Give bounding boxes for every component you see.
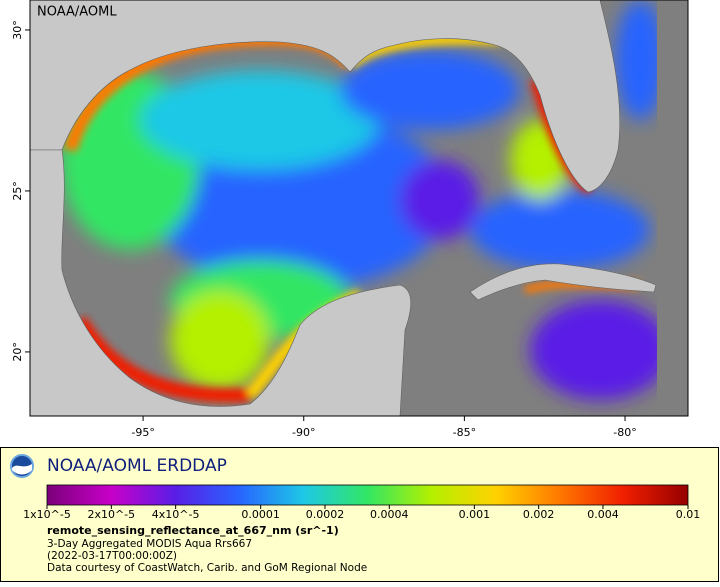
x-tick-label: -85°: [453, 426, 476, 439]
colorbar-tick-label: 4x10^-5: [152, 508, 200, 521]
x-tick-label: -95°: [131, 426, 154, 439]
map-frame: [29, 0, 689, 417]
colorbar-tick-label: 0.0001: [241, 508, 280, 521]
variable-name: remote_sensing_reflectance_at_667_nm (sr…: [47, 524, 339, 537]
map-area: [30, 0, 688, 416]
legend-line: 3-Day Aggregated MODIS Aqua Rrs667: [47, 538, 252, 550]
legend-panel: [0, 447, 719, 582]
x-tick-label: -90°: [292, 426, 315, 439]
y-tick-label: 25°: [11, 181, 24, 201]
reflectance-field: [60, 0, 670, 400]
colorbar-tick-label: 2x10^-5: [87, 508, 135, 521]
x-tick-label: -80°: [613, 426, 636, 439]
colorbar-tick-label: 1x10^-5: [23, 508, 71, 521]
colorbar-tick-label: 0.004: [587, 508, 619, 521]
noaa-logo-wave: [12, 464, 32, 475]
legend-title: NOAA/AOML ERDDAP: [47, 456, 227, 476]
land-north-america: [30, 0, 621, 193]
colorbar-tick-label: 0.0002: [306, 508, 345, 521]
colorbar-tick-label: 0.01: [676, 508, 701, 521]
land-cuba: [469, 263, 657, 301]
y-tick-label: 20°: [11, 342, 24, 362]
land-mexico: [30, 149, 412, 416]
colorbar-tick-label: 0.002: [523, 508, 555, 521]
legend-line: Data courtesy of CoastWatch, Carib. and …: [47, 562, 367, 574]
map-label: NOAA/AOML: [37, 5, 117, 20]
colorbar: [46, 484, 689, 506]
colorbar-ticks: 1x10^-5 2x10^-5 4x10^-5 0.0001 0.0002 0.0004 0…: [23, 505, 700, 521]
colorbar-tick-label: 0.0004: [370, 508, 409, 521]
legend-lines: 3-Day Aggregated MODIS Aqua Rrs667(2022-…: [47, 538, 367, 574]
axes: -95° -90° -85° -80° 20° 25° 30°: [11, 20, 637, 439]
y-tick-label: 30°: [11, 20, 24, 40]
colorbar-tick-label: 0.001: [459, 508, 491, 521]
legend-line: (2022-03-17T00:00:00Z): [47, 550, 177, 562]
no-data-east: [657, 0, 688, 416]
